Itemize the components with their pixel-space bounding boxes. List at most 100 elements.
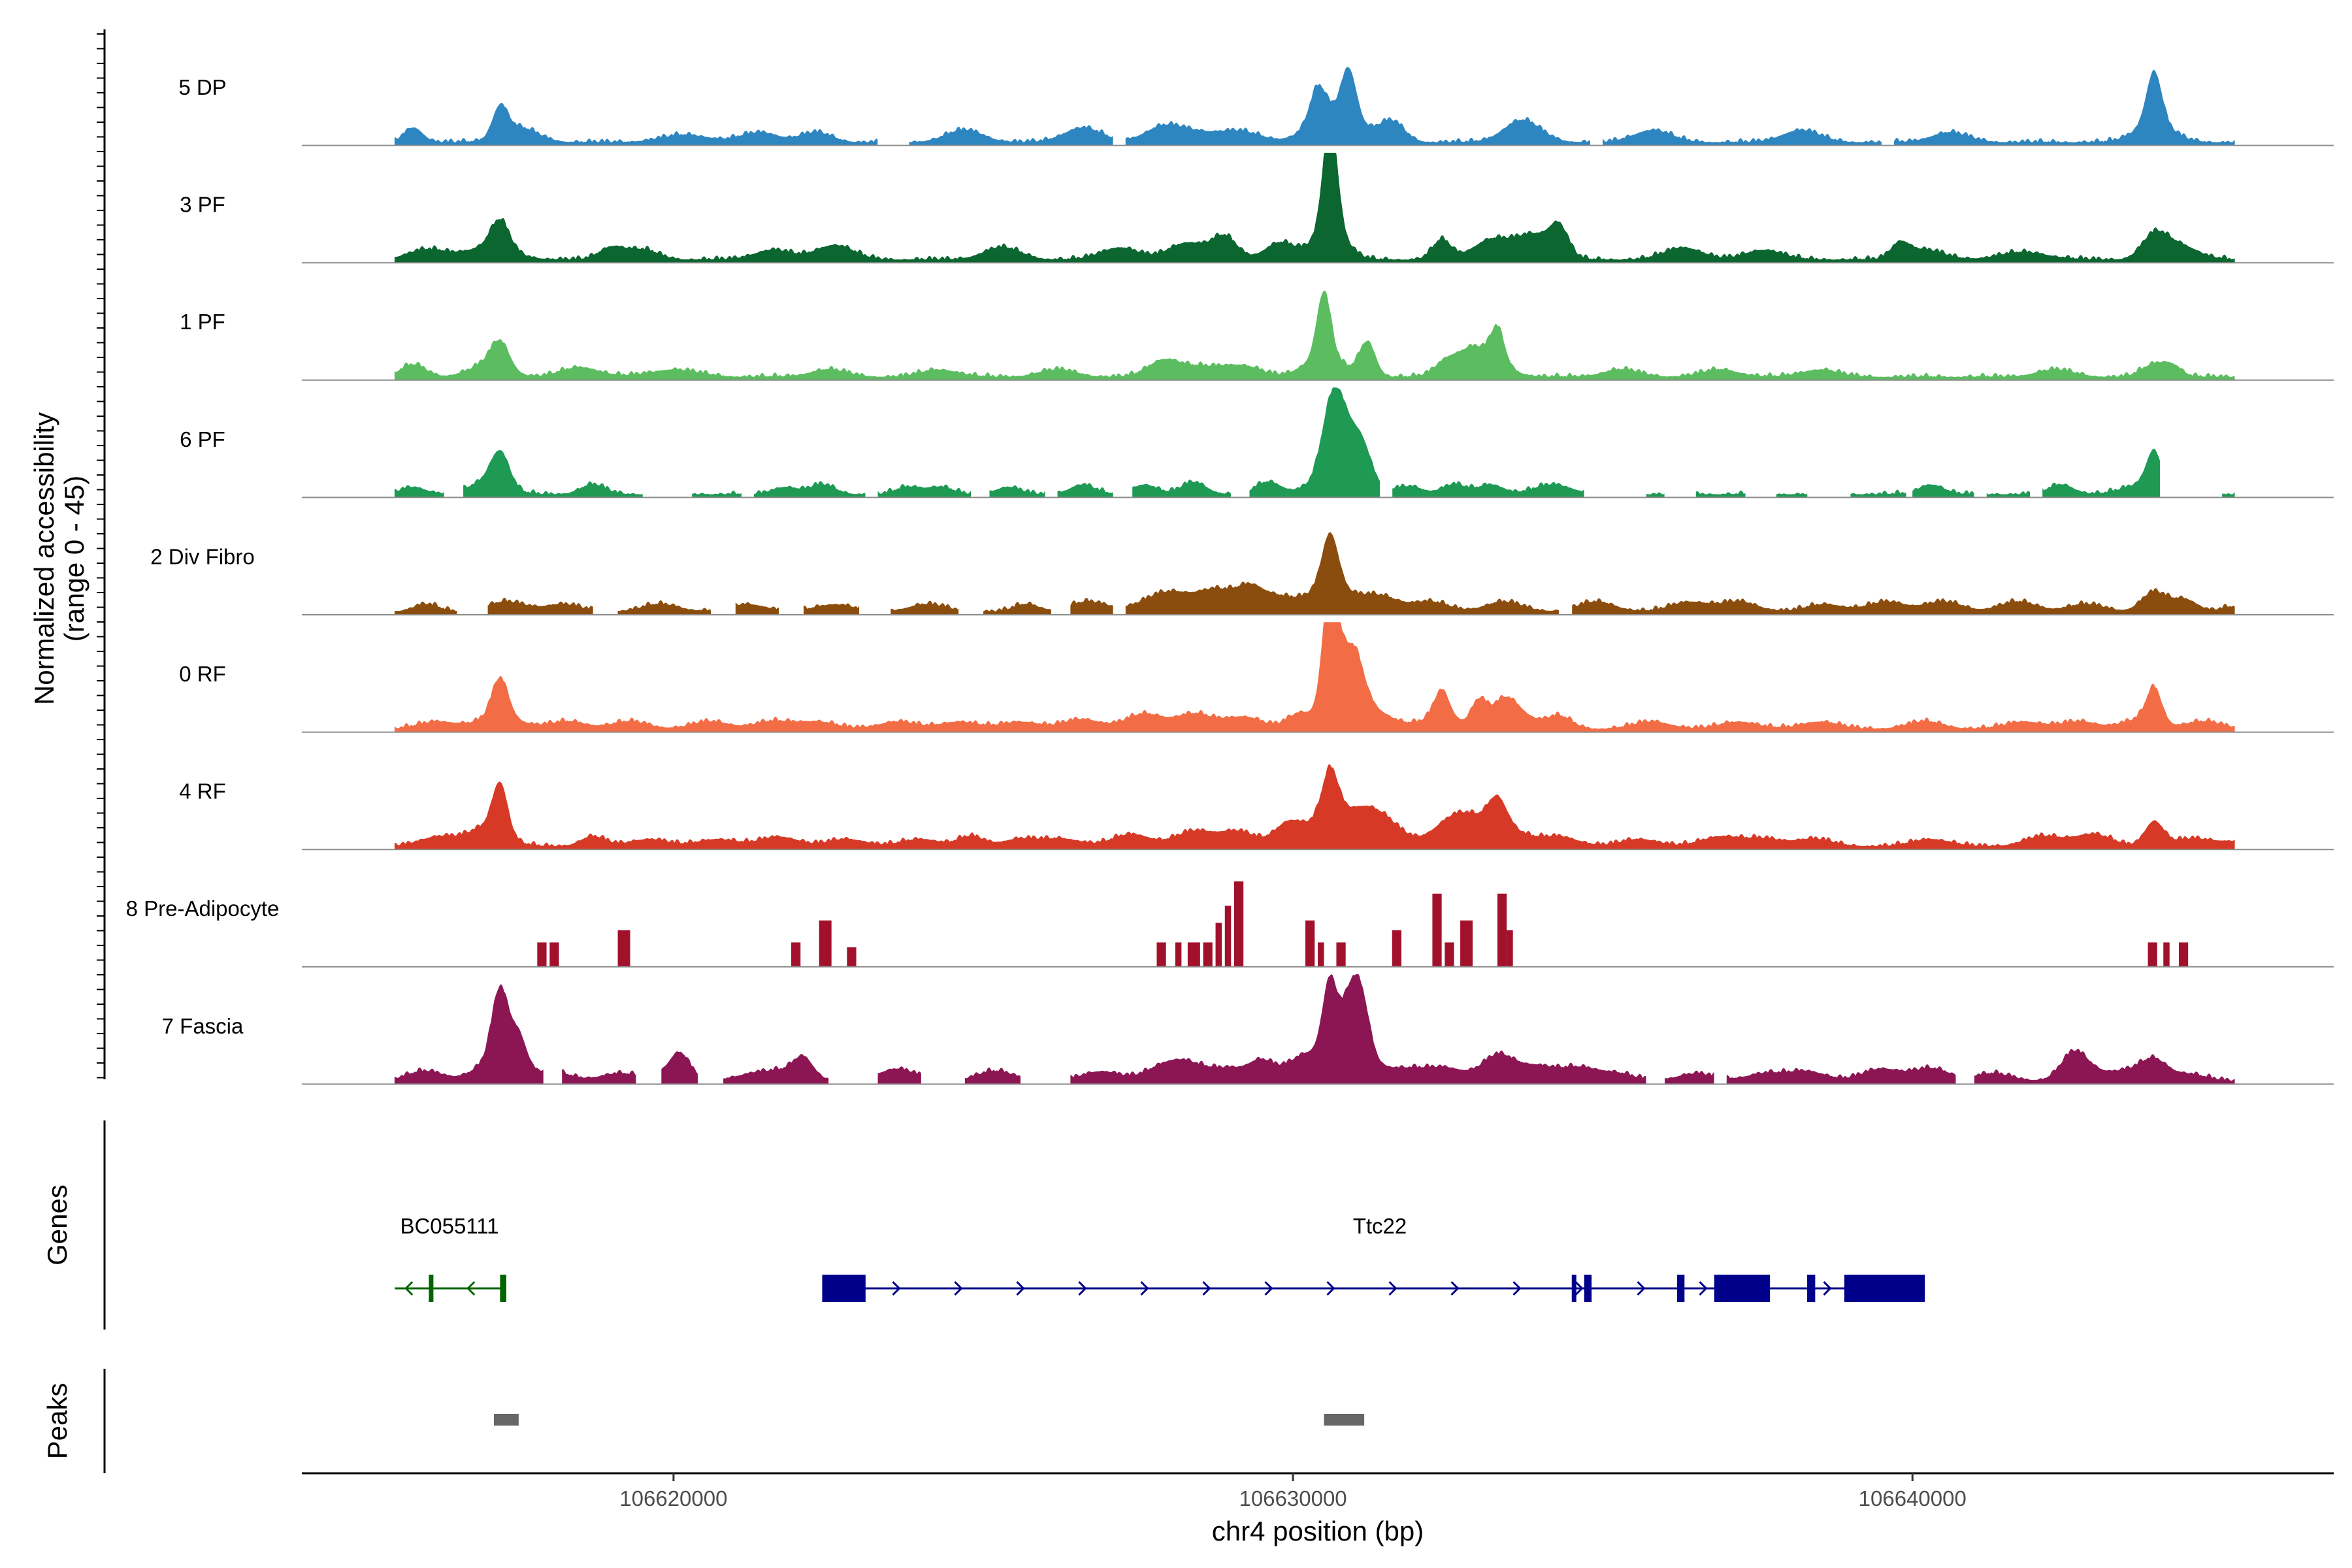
track-4-rf: 4 RF (179, 764, 2334, 851)
coverage-area (1974, 1049, 2235, 1085)
peak-region (493, 1414, 519, 1426)
gene-exon (1584, 1275, 1592, 1302)
coverage-bar (1187, 942, 1200, 967)
strand-arrow (1450, 1281, 1460, 1296)
coverage-area (1057, 483, 1113, 498)
peak-regions (493, 1414, 1365, 1426)
track-7-fascia: 7 Fascia (162, 974, 2334, 1085)
coverage-area (1646, 492, 1665, 498)
coverage-area (1249, 387, 1380, 498)
gene-annotations: BC055111 Ttc22 (395, 1214, 1925, 1302)
gene-exon (1571, 1275, 1576, 1302)
coverage-bar (1203, 942, 1213, 967)
coverage-bar (1432, 893, 1442, 967)
coverage-area (394, 601, 457, 615)
coverage-area (735, 602, 779, 615)
coverage-tracks: 5 DP 3 PF 1 PF 6 PF 2 Div Fibro 0 RF 4 RF 8 Pre… (126, 67, 2334, 1085)
coverage-bar (2178, 942, 2189, 967)
track-2-div-fibro: 2 Div Fibro (150, 532, 2334, 615)
strand-arrow (1823, 1281, 1832, 1296)
gene-exon (1807, 1275, 1816, 1302)
coverage-area (562, 1069, 636, 1085)
coverage-area (877, 1066, 921, 1085)
coverage-bar (1175, 942, 1182, 967)
track-label: 0 RF (179, 662, 226, 686)
coverage-bar (1507, 930, 1513, 967)
gene-ttc22: Ttc22 (822, 1214, 1925, 1302)
strand-arrow (1512, 1281, 1522, 1296)
coverage-area (463, 450, 643, 498)
coverage-area (1850, 489, 1906, 498)
strand-arrow (1699, 1281, 1708, 1296)
coverage-area (2042, 448, 2161, 498)
coverage-area (394, 622, 2235, 732)
peaks-panel-label: Peaks (42, 1383, 73, 1460)
coverage-bar (1156, 942, 1166, 967)
coverage-bar (537, 942, 547, 967)
x-tick-label: 106630000 (1239, 1486, 1347, 1511)
track-label: 4 RF (179, 779, 226, 804)
coverage-area (1572, 588, 2235, 615)
coverage-area (1125, 67, 1590, 146)
gene-exon (1714, 1275, 1771, 1302)
strand-arrow (1016, 1281, 1025, 1296)
strand-arrow (1326, 1281, 1335, 1296)
track-label: 6 PF (180, 427, 225, 451)
coverage-bar (791, 942, 801, 967)
coverage-bar (847, 947, 857, 967)
coverage-area (909, 125, 1113, 146)
coverage-bar (1497, 893, 1507, 967)
coverage-area (964, 1068, 1021, 1085)
coverage-bar (549, 942, 559, 967)
coverage-area (692, 491, 742, 498)
x-axis-title: chr4 position (bp) (1212, 1516, 1424, 1546)
coverage-area (754, 481, 866, 498)
coverage-bar (1224, 906, 1232, 967)
coverage-area (394, 152, 2235, 263)
y-axis-title-line1: Normalized accessibility (29, 412, 59, 705)
track-6-pf: 6 PF (180, 387, 2334, 498)
coverage-bar (1215, 923, 1222, 967)
track-label: 1 PF (180, 310, 225, 334)
gene-exon (1676, 1275, 1685, 1302)
genes-panel-label: Genes (42, 1184, 73, 1266)
coverage-area (1070, 597, 1113, 615)
coverage-area (661, 1051, 698, 1085)
track-label: 8 Pre-Adipocyte (126, 896, 280, 921)
coverage-area (1070, 974, 1646, 1085)
gene-name-label: BC055111 (400, 1214, 498, 1238)
coverage-bar (1445, 942, 1454, 967)
strand-arrow (404, 1281, 414, 1296)
coverage-area (394, 764, 2235, 850)
coverage-bar (1305, 920, 1315, 967)
coverage-bar (2163, 942, 2170, 967)
track-label: 7 Fascia (162, 1014, 244, 1038)
strand-arrow (1388, 1281, 1397, 1296)
gene-name-label: Ttc22 (1353, 1214, 1407, 1238)
strand-arrow (1264, 1281, 1273, 1296)
coverage-area (394, 290, 2235, 381)
strand-arrow (892, 1281, 901, 1296)
gene-bc055111: BC055111 (395, 1214, 506, 1302)
strand-arrow (1575, 1281, 1584, 1296)
coverage-area (1125, 532, 1560, 615)
coverage-area (723, 1054, 829, 1085)
coverage-bar (1233, 881, 1244, 967)
x-tick-label: 106620000 (619, 1486, 727, 1511)
coverage-bar (819, 920, 832, 967)
coverage-bar (617, 930, 630, 967)
coverage-y-ticks (97, 33, 105, 1079)
strand-arrow (1202, 1281, 1211, 1296)
coverage-area (804, 603, 860, 615)
coverage-area (1132, 480, 1231, 498)
coverage-area (487, 597, 593, 615)
coverage-area (394, 103, 878, 146)
track-0-rf: 0 RF (179, 622, 2334, 733)
coverage-bar (1392, 930, 1402, 967)
strand-arrow (954, 1281, 963, 1296)
gene-exon (822, 1275, 866, 1302)
coverage-bar (1460, 920, 1473, 967)
y-axis-title-line2: (range 0 - 45) (59, 476, 90, 642)
coverage-area (617, 600, 711, 615)
